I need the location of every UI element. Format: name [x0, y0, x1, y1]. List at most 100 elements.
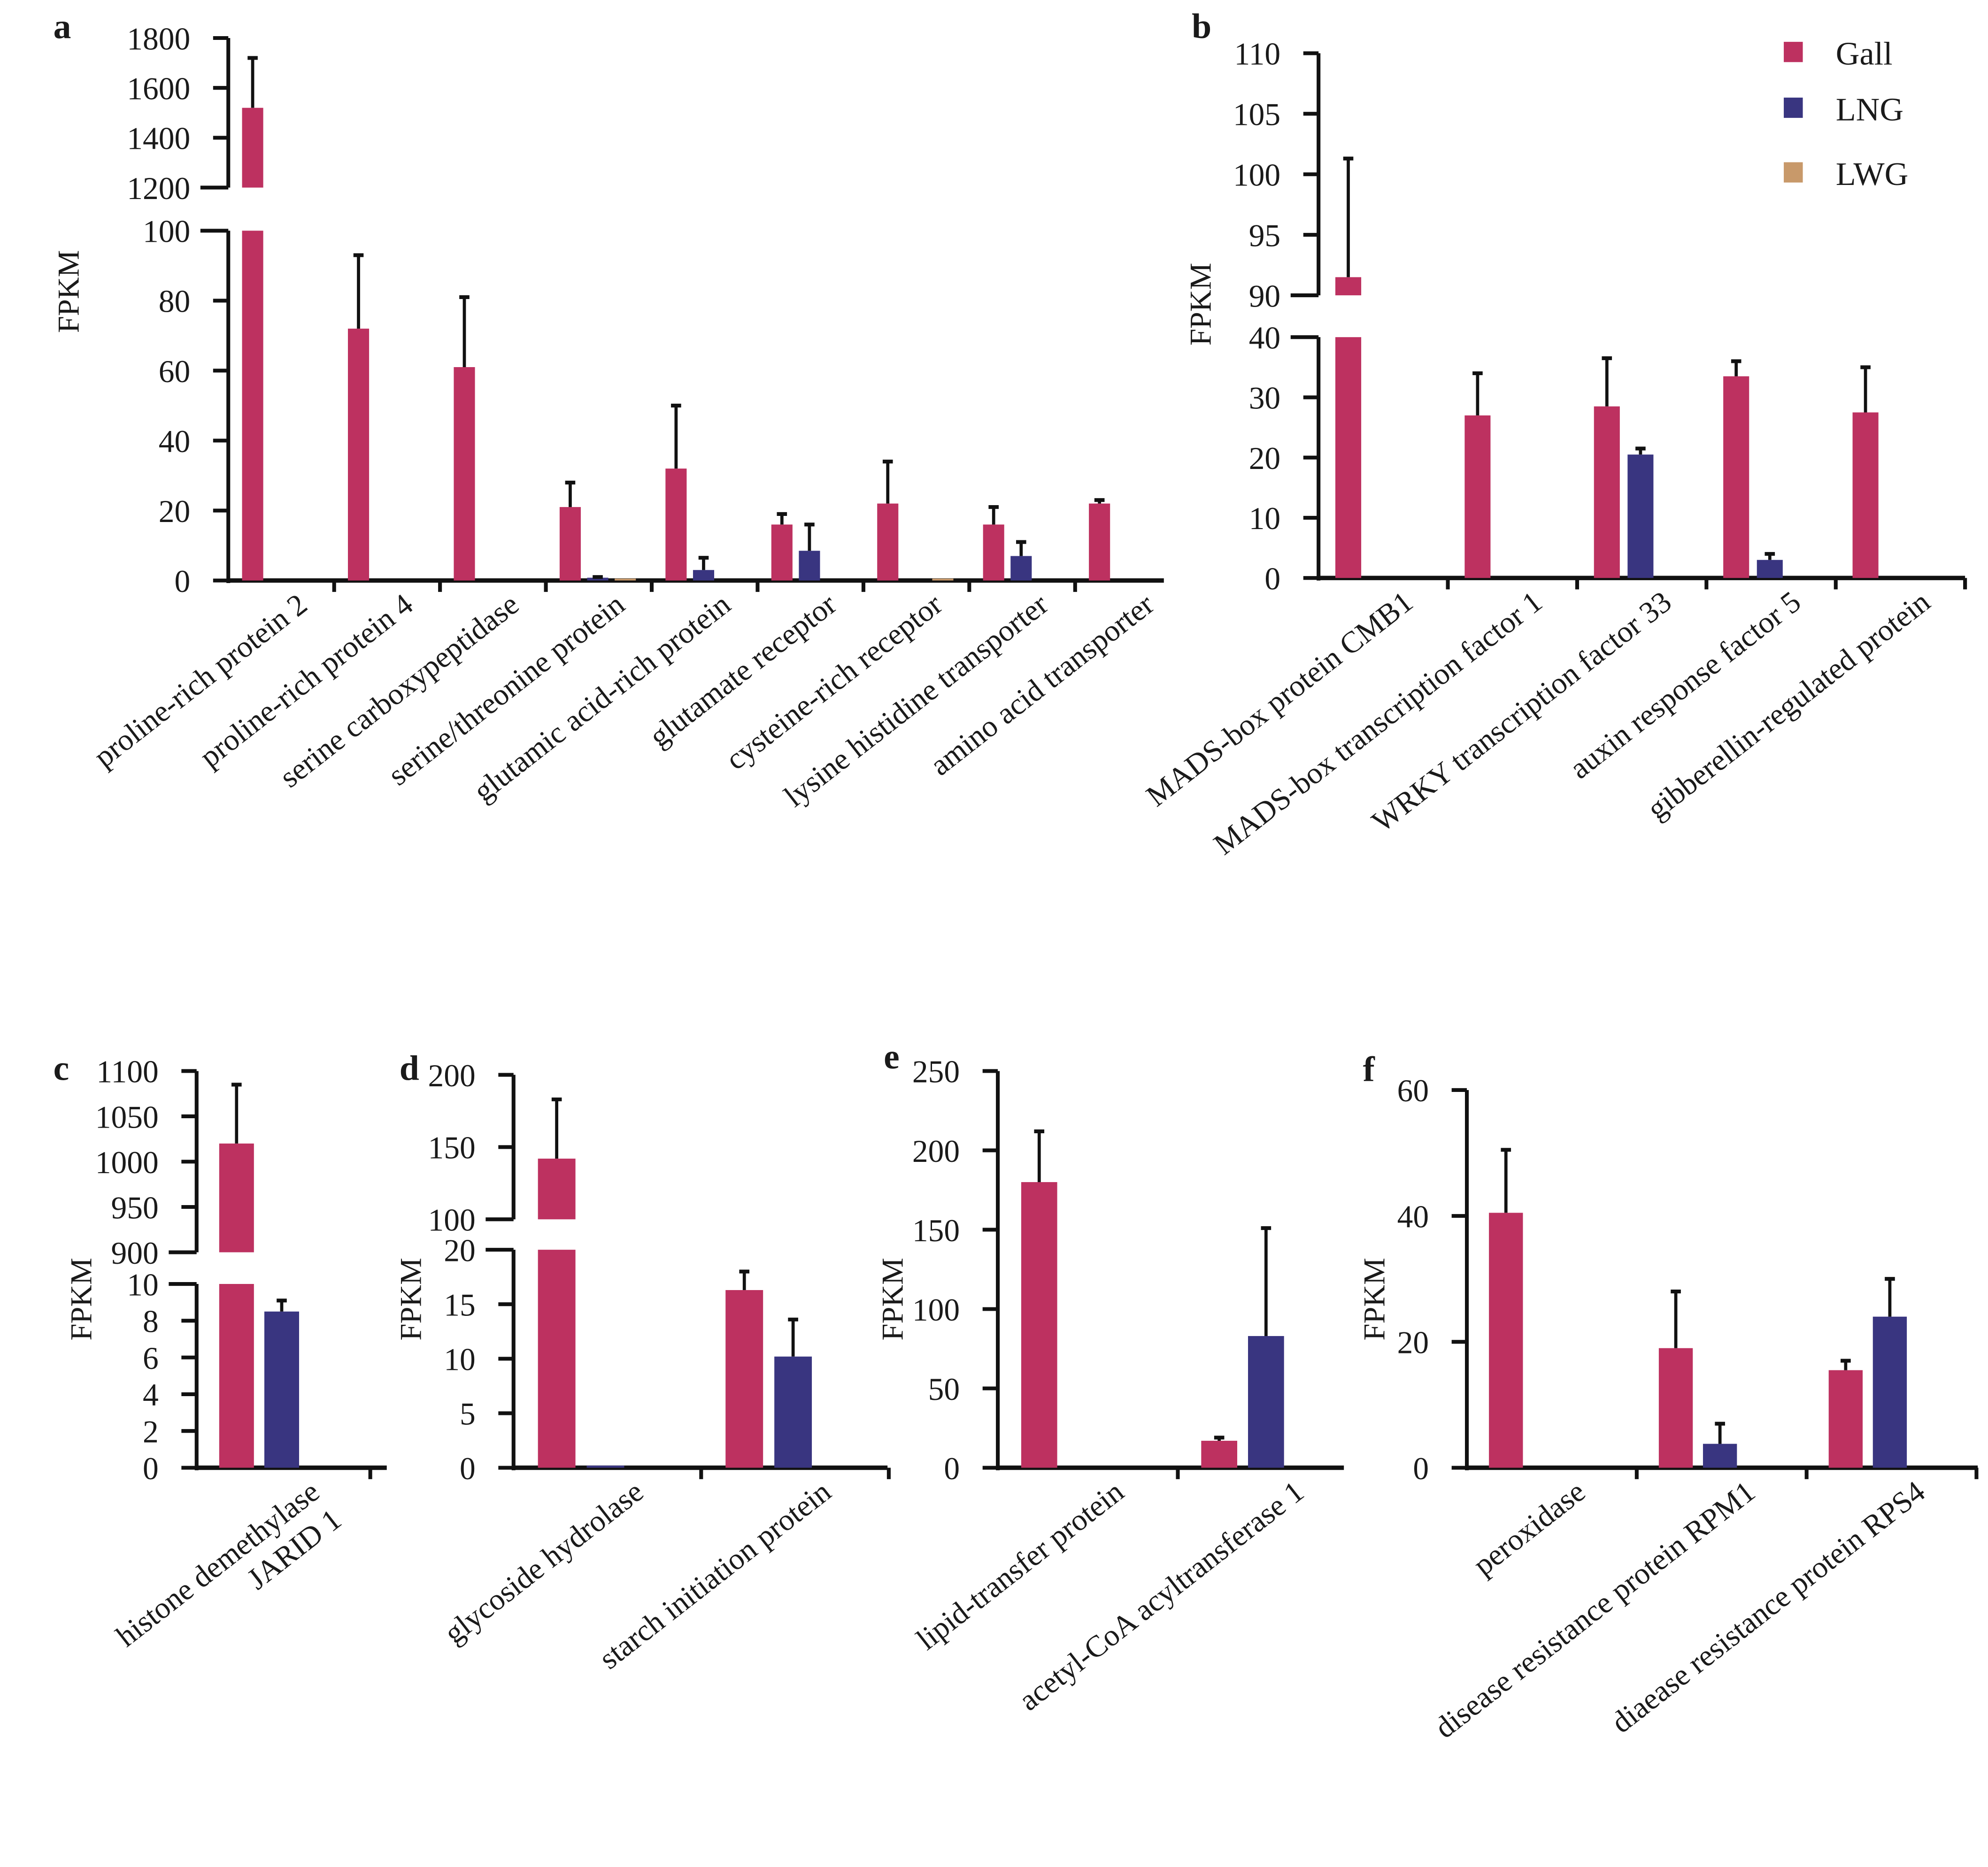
bar-lng [693, 570, 715, 581]
y-tick-label: 0 [143, 1451, 159, 1486]
y-tick-label: 150 [428, 1130, 475, 1166]
bar-gall [1089, 503, 1110, 581]
legend-swatch-gall [1784, 42, 1803, 62]
y-tick-label: 10 [127, 1267, 158, 1302]
y-tick-label: 30 [1249, 381, 1280, 416]
bar-gall [665, 469, 687, 581]
panel-letter: f [1363, 1050, 1375, 1089]
y-tick-label: 40 [159, 424, 190, 459]
category-label: acetyl-CoA acyltransferase 1 [1012, 1475, 1310, 1717]
y-axis-label: FPKM [52, 250, 86, 333]
y-axis-label: FPKM [876, 1258, 910, 1340]
y-tick-label: 200 [428, 1058, 475, 1093]
y-tick-label: 100 [143, 214, 190, 249]
y-tick-label: 1100 [96, 1054, 158, 1090]
panel-letter: d [400, 1049, 419, 1088]
category-label-line: diaease resistance protein RPS4 [1605, 1475, 1931, 1740]
y-tick-label: 200 [912, 1134, 960, 1169]
y-tick-label: 50 [928, 1372, 960, 1407]
y-tick-label: 1400 [127, 121, 190, 156]
y-tick-label: 80 [159, 284, 190, 319]
bar-gall [538, 1250, 576, 1468]
category-label-line: peroxidase [1467, 1475, 1591, 1582]
y-tick-label: 95 [1249, 218, 1280, 253]
panel-letter: e [884, 1037, 900, 1076]
y-tick-label: 1600 [127, 71, 190, 106]
y-tick-label: 90 [1249, 278, 1280, 314]
legend-swatch-lwg [1784, 162, 1803, 183]
bar-lng [799, 551, 820, 581]
category-label-line: auxin response factor 5 [1564, 585, 1807, 786]
legend-label: LWG [1836, 156, 1909, 192]
y-tick-label: 250 [912, 1054, 960, 1090]
y-tick-label: 1000 [95, 1145, 159, 1180]
bar-gall [771, 524, 793, 581]
bar-lng [264, 1311, 299, 1468]
bar-lng [1872, 1316, 1907, 1468]
bar-gall [347, 329, 370, 581]
bar-gall [1723, 376, 1749, 578]
category-label-line: acetyl-CoA acyltransferase 1 [1012, 1475, 1310, 1717]
y-tick-label: 110 [1234, 37, 1280, 72]
y-tick-label: 20 [1397, 1325, 1429, 1360]
bar-gall [219, 1284, 254, 1468]
bar-gall [1594, 406, 1620, 578]
bar-gall [877, 503, 899, 581]
category-label: glycoside hydrolase [438, 1475, 650, 1651]
y-tick-label: 4 [143, 1377, 159, 1413]
bar-gall [242, 108, 263, 188]
y-tick-label: 8 [143, 1304, 159, 1339]
bar-lng [1248, 1336, 1284, 1468]
y-tick-label: 950 [111, 1190, 159, 1225]
y-tick-label: 40 [1249, 320, 1280, 355]
bar-lng [1627, 454, 1654, 578]
legend-label: LNG [1836, 91, 1903, 128]
bar-gall [1335, 277, 1362, 296]
bar-lwg [932, 578, 954, 581]
y-tick-label: 900 [111, 1236, 159, 1271]
bar-gall [1464, 415, 1491, 578]
panel-letter: c [54, 1049, 69, 1088]
bar-lng [1010, 556, 1032, 581]
panel-letter: a [54, 7, 71, 46]
bar-lwg [615, 578, 636, 581]
bar-lng [774, 1356, 812, 1468]
bar-gall [1658, 1348, 1693, 1468]
y-tick-label: 20 [159, 494, 190, 529]
y-axis-label: FPKM [1358, 1258, 1392, 1340]
bar-gall [1852, 412, 1879, 578]
category-label: histone demethylaseJARID 1 [110, 1475, 347, 1682]
y-tick-label: 40 [1397, 1199, 1429, 1234]
bar-gall [538, 1159, 576, 1220]
category-label: auxin response factor 5 [1564, 585, 1807, 786]
category-label-line: glycoside hydrolase [438, 1475, 650, 1651]
bar-gall [1201, 1441, 1238, 1468]
bar-gall [1489, 1213, 1523, 1468]
y-tick-label: 0 [460, 1451, 476, 1486]
y-tick-label: 15 [444, 1288, 475, 1323]
y-tick-label: 60 [159, 354, 190, 389]
y-tick-label: 6 [143, 1341, 159, 1376]
y-tick-label: 5 [460, 1397, 476, 1432]
bar-gall [1828, 1370, 1863, 1468]
y-tick-label: 10 [444, 1342, 475, 1377]
y-tick-label: 100 [912, 1292, 960, 1328]
category-label: peroxidase [1467, 1475, 1591, 1582]
y-tick-label: 60 [1397, 1073, 1429, 1108]
y-axis-label: FPKM [394, 1258, 428, 1340]
y-tick-label: 105 [1233, 97, 1280, 132]
y-tick-label: 20 [1249, 441, 1280, 476]
y-axis-label: FPKM [65, 1258, 99, 1340]
y-tick-label: 0 [1264, 561, 1280, 596]
bar-gall [559, 507, 581, 581]
y-tick-label: 1800 [127, 21, 190, 56]
y-tick-label: 20 [444, 1233, 475, 1268]
bar-gall [725, 1290, 763, 1468]
y-tick-label: 1050 [95, 1099, 159, 1135]
bar-gall [1021, 1182, 1057, 1468]
